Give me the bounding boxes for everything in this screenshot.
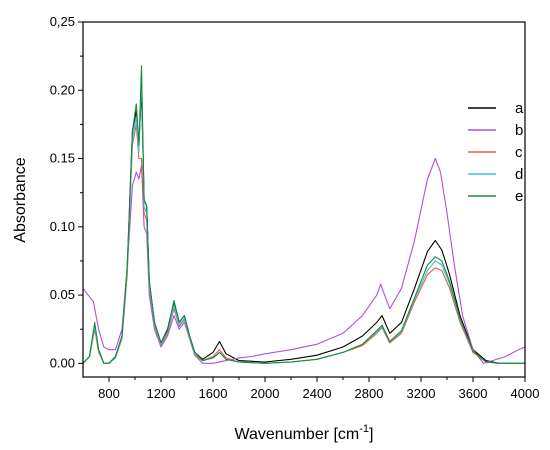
x-tick-label: 4000 xyxy=(511,386,540,401)
x-tick-label: 3200 xyxy=(407,386,436,401)
legend-label-d: d xyxy=(515,166,523,183)
x-tick-label: 2400 xyxy=(303,386,332,401)
legend-label-b: b xyxy=(515,122,523,139)
x-tick-label: 1200 xyxy=(147,386,176,401)
x-tick-label: 800 xyxy=(98,386,120,401)
y-tick-label: 0.05 xyxy=(50,287,75,302)
x-axis-title-sup: -1 xyxy=(359,423,369,435)
legend-label-c: c xyxy=(515,144,523,161)
y-tick-label: 0.20 xyxy=(50,82,75,97)
x-tick-label: 3600 xyxy=(459,386,488,401)
x-tick-label: 2800 xyxy=(355,386,384,401)
x-axis-title-main: Wavenumber [cm xyxy=(234,426,359,443)
series-line-e xyxy=(82,65,525,364)
series-line-a xyxy=(82,89,525,364)
series-line-c xyxy=(82,123,525,364)
x-tick-label: 1600 xyxy=(199,386,228,401)
y-axis-title: Absorbance xyxy=(12,157,29,242)
y-tick-label: 0.15 xyxy=(50,151,75,166)
plot-frame xyxy=(82,21,526,378)
x-axis-ticks: 800 1200 1600 2000 2400 2800 3200 3600 4000 xyxy=(98,377,539,401)
y-axis-ticks: 0.00 0.05 0.10 0.15 0.20 0,25 xyxy=(50,14,83,370)
series-line-d xyxy=(82,76,525,364)
y-tick-label: 0,25 xyxy=(50,14,75,29)
y-tick-label: 0.00 xyxy=(50,355,75,370)
series-group xyxy=(82,65,526,364)
legend-label-a: a xyxy=(515,100,524,117)
x-axis-title-close: ] xyxy=(369,426,373,443)
legend-label-e: e xyxy=(515,188,523,205)
x-tick-label: 2000 xyxy=(251,386,280,401)
y-tick-label: 0.10 xyxy=(50,219,75,234)
x-axis-title: Wavenumber [cm-1] xyxy=(234,423,373,443)
series-line-b xyxy=(82,157,526,364)
